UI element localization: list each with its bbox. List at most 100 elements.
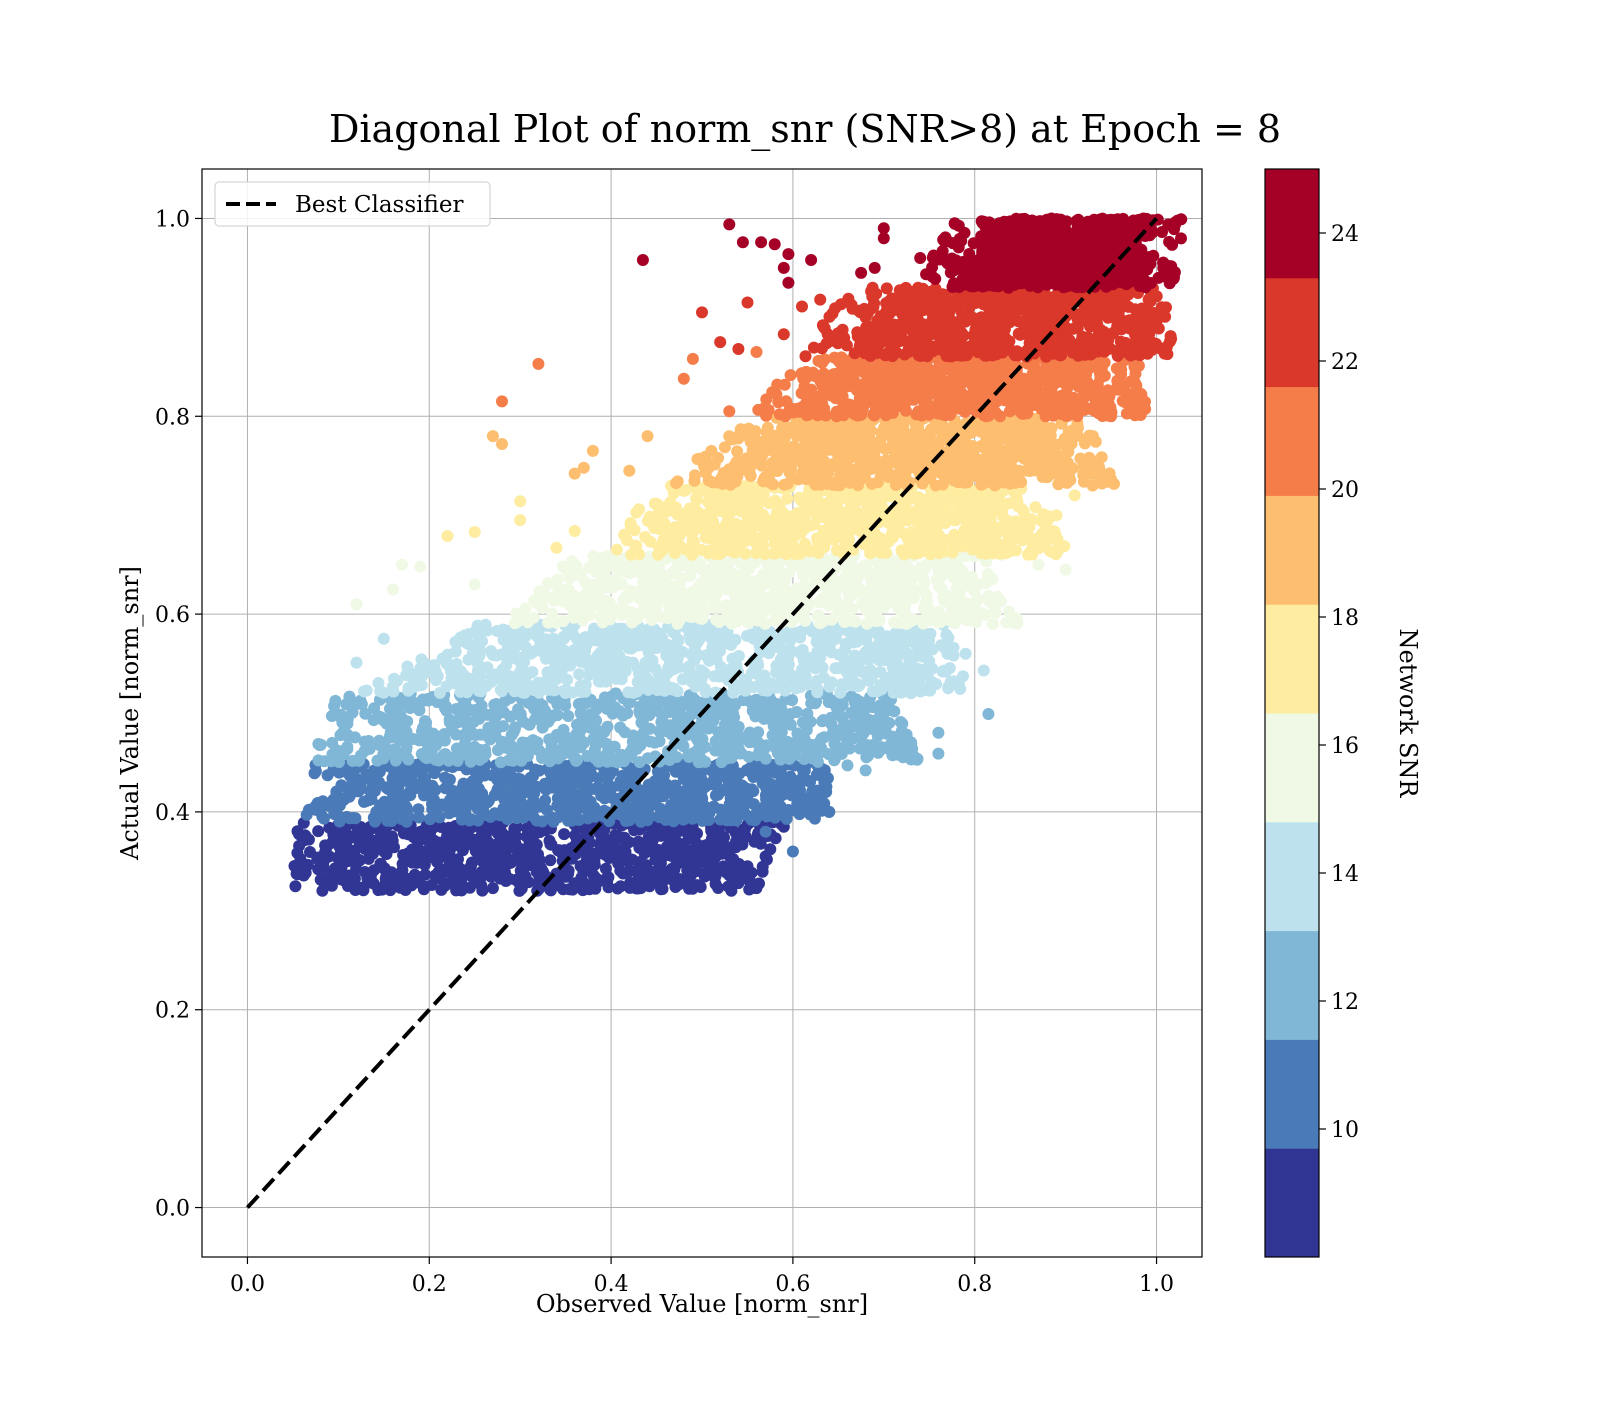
scatter-point [930,514,942,526]
scatter-point [888,705,900,717]
scatter-point [886,670,898,682]
scatter-point [697,721,709,733]
scatter-point [662,612,674,624]
scatter-point [773,565,785,577]
scatter-point [842,759,854,771]
scatter-point [962,510,974,522]
scatter-point [312,825,324,837]
scatter-point [793,518,805,530]
scatter-point [894,604,906,616]
scatter-point [932,748,944,760]
scatter-point [388,841,400,853]
scatter-point [915,561,927,573]
scatter-point [967,544,979,556]
scatter-point [811,610,823,622]
scatter-point [922,669,934,681]
scatter-point [413,704,425,716]
scatter-point [707,775,719,787]
scatter-point [897,670,909,682]
scatter-point [822,534,834,546]
scatter-point [892,643,904,655]
scatter-point [565,777,577,789]
scatter-point [902,515,914,527]
scatter-point [601,876,613,888]
scatter-point [631,740,643,752]
scatter-point [544,644,556,656]
scatter-point [557,793,569,805]
scatter-point [545,712,557,724]
scatter-point [649,785,661,797]
scatter-point [498,844,510,856]
scatter-point [495,684,507,696]
scatter-point [731,584,743,596]
scatter-point [481,825,493,837]
snr-level-4-points [351,549,1072,630]
scatter-point [700,686,712,698]
scatter-point [459,698,471,710]
scatter-point [905,754,917,766]
scatter-point [635,816,647,828]
scatter-point [557,657,569,669]
scatter-point [610,574,622,586]
scatter-point [977,512,989,524]
scatter-point [512,639,524,651]
scatter-point [513,794,525,806]
scatter-point [672,837,684,849]
scatter-point [492,744,504,756]
scatter-point [672,561,684,573]
scatter-point [794,796,806,808]
scatter-point [378,633,390,645]
scatter-point [923,680,935,692]
scatter-point [742,860,754,872]
scatter-point [612,883,624,895]
scatter-point [760,789,772,801]
scatter-point [706,832,718,844]
scatter-point [1011,618,1023,630]
scatter-point [664,496,676,508]
scatter-point [581,697,593,709]
scatter-point [917,573,929,585]
scatter-point [926,644,938,656]
scatter-point [910,662,922,674]
scatter-point [863,675,875,687]
scatter-point [289,880,301,892]
scatter-point [575,860,587,872]
scatter-point [472,853,484,865]
scatter-point [359,736,371,748]
scatter-point [882,565,894,577]
scatter-point [805,796,817,808]
scatter-point [729,609,741,621]
scatter-point [774,781,786,793]
scatter-point [576,710,588,722]
scatter-point [623,567,635,579]
scatter-point [494,826,506,838]
scatter-point [985,539,997,551]
scatter-point [840,540,852,552]
scatter-point [833,649,845,661]
scatter-point [606,608,618,620]
scatter-point [725,532,737,544]
scatter-point [326,710,338,722]
scatter-point [857,698,869,710]
scatter-point [828,754,840,766]
scatter-point [806,753,818,765]
scatter-point [760,850,772,862]
scatter-point [921,542,933,554]
scatter-point [621,814,633,826]
scatter-point [695,800,707,812]
scatter-point [683,880,695,892]
scatter-point [535,862,547,874]
scatter-point [370,806,382,818]
scatter-point [937,666,949,678]
scatter-point [614,850,626,862]
scatter-point [643,831,655,843]
scatter-point [533,687,545,699]
scatter-point [455,875,467,887]
scatter-point [332,861,344,873]
scatter-point [649,703,661,715]
scatter-point [522,859,534,871]
scatter-point [536,752,548,764]
scatter-point [549,732,561,744]
scatter-point [1038,515,1050,527]
scatter-point [503,754,515,766]
